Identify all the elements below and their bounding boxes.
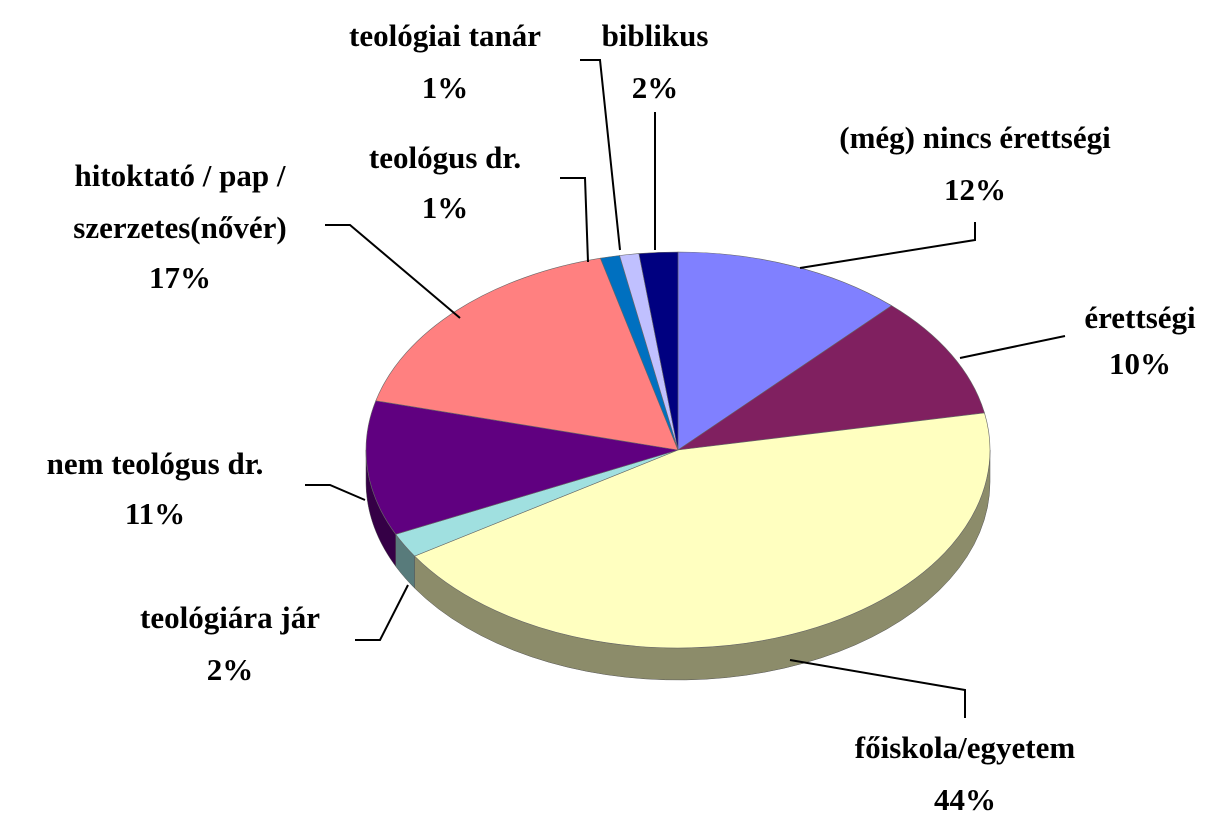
pie-slice [414,412,991,649]
leader-line [789,659,966,718]
leader-line [799,222,976,269]
leader-line [560,177,589,263]
slice-label: teológiára jár [140,600,320,635]
slice-value-label: 2% [631,70,679,105]
slice-value-label: 44% [934,782,996,813]
slice-value-label: 1% [421,70,469,105]
pie-slice [677,305,985,451]
slice-label: teológiai tanár [349,18,541,53]
slice-value-label: 1% [421,190,469,225]
pie-slice [638,251,679,451]
slice-label: főiskola/egyetem [854,730,1076,765]
leader-line [325,224,461,319]
leader-line [959,335,1066,359]
slice-label: nem teológus dr. [46,446,264,481]
pie-slice [365,400,679,535]
slice-value-label: 2% [206,652,254,687]
slice-label: teológus dr. [368,140,522,175]
slice-value-label: 10% [1109,346,1171,381]
slice-value-label: 11% [124,496,186,531]
leader-line [580,59,621,251]
slice-label: (még) nincs érettségi [839,120,1111,155]
slice-value-label: 17% [149,260,211,295]
leader-line [305,484,366,501]
slice-label: biblikus [601,18,709,53]
pie-slice [375,257,679,451]
leader-line [355,584,409,641]
slice-value-label: 12% [944,172,1006,207]
slice-label: hitoktató / pap / szerzetes(nővér) [73,158,287,245]
pie-slice [677,251,893,451]
slice-label: érettségi [1084,300,1196,335]
